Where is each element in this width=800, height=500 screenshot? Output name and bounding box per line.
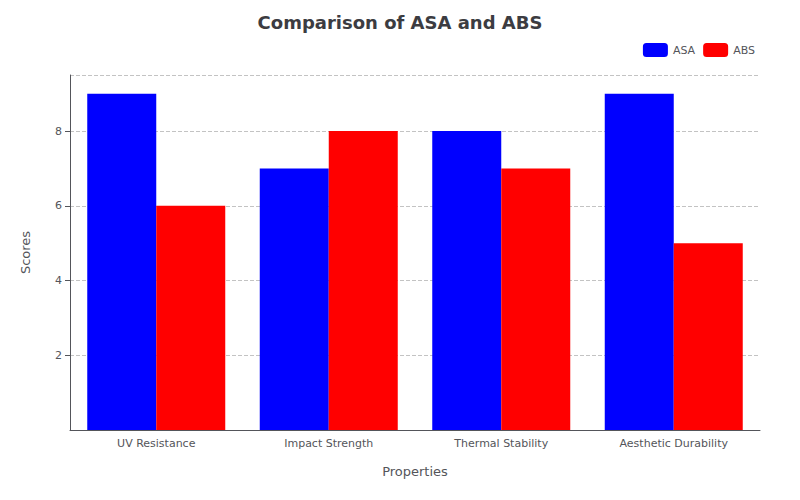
svg-text:ABS: ABS — [733, 44, 755, 57]
svg-text:Scores: Scores — [18, 231, 33, 274]
svg-text:UV Resistance: UV Resistance — [117, 437, 196, 450]
svg-text:4: 4 — [55, 274, 62, 287]
svg-text:Thermal Stability: Thermal Stability — [453, 437, 548, 450]
svg-text:6: 6 — [55, 199, 62, 212]
svg-text:ASA: ASA — [673, 44, 696, 57]
svg-text:Aesthetic Durability: Aesthetic Durability — [620, 437, 729, 450]
svg-text:Properties: Properties — [382, 464, 448, 479]
svg-text:2: 2 — [55, 349, 62, 362]
svg-text:Impact Strength: Impact Strength — [284, 437, 373, 450]
svg-text:Comparison of ASA and ABS: Comparison of ASA and ABS — [258, 12, 543, 33]
svg-text:8: 8 — [55, 125, 62, 138]
